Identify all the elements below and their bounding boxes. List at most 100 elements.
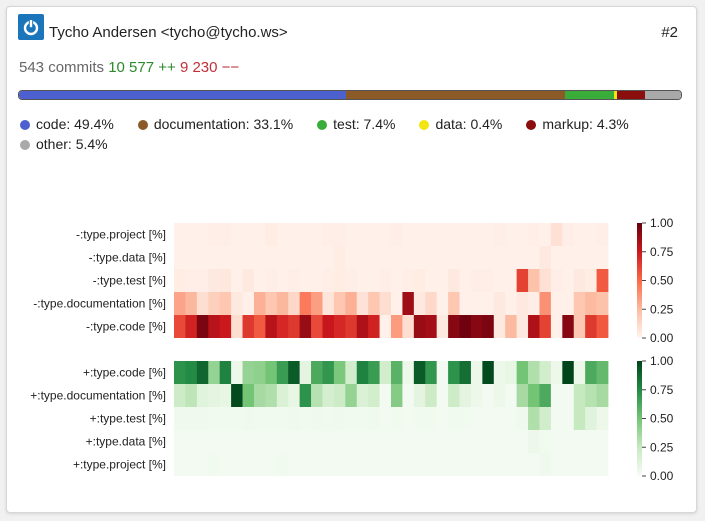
colorbar-tick-label: 0.75 bbox=[650, 383, 674, 397]
heatmap-cell bbox=[253, 246, 266, 269]
heatmap-cell bbox=[459, 223, 472, 246]
heatmap-cell bbox=[459, 292, 472, 315]
heatmap-cell bbox=[333, 407, 346, 430]
heatmap-cell bbox=[333, 246, 346, 269]
deletions-heatmap: -:type.project [%] -:type.data [%] -:type.… bbox=[33, 216, 673, 345]
heatmap-cell bbox=[356, 315, 369, 338]
heatmap-cell bbox=[596, 246, 609, 269]
heatmap-cell bbox=[550, 315, 563, 338]
heatmap-cell bbox=[333, 269, 346, 292]
colorbar-tick-label: 1.00 bbox=[650, 354, 674, 368]
commit-stats: 543 commits 10 577 ++ 9 230 −− bbox=[19, 59, 239, 76]
legend-item-other: other: 5.4% bbox=[20, 137, 108, 152]
heatmap-cell bbox=[219, 453, 232, 476]
heatmap-cell bbox=[562, 430, 575, 453]
heatmap-cell bbox=[391, 292, 403, 315]
heatmap-cell bbox=[493, 407, 506, 430]
heatmap-cell bbox=[311, 269, 323, 292]
heatmap-cell bbox=[528, 407, 540, 430]
heatmap-cell bbox=[322, 384, 335, 407]
heatmap-cell bbox=[391, 269, 403, 292]
heatmap-cell bbox=[253, 453, 266, 476]
heatmap-row-label: -:type.code [%] bbox=[86, 320, 166, 334]
heatmap-cell bbox=[174, 384, 186, 407]
heatmap-cell bbox=[528, 223, 540, 246]
heatmap-cell bbox=[402, 292, 415, 315]
heatmap-cell bbox=[448, 269, 460, 292]
heatmap-cell bbox=[516, 269, 529, 292]
heatmap-cell bbox=[379, 223, 392, 246]
heatmap-cell bbox=[196, 384, 209, 407]
heatmap-cell bbox=[196, 407, 209, 430]
heatmap-cell bbox=[288, 246, 301, 269]
heatmap-cell bbox=[288, 269, 301, 292]
heatmap-cell bbox=[505, 223, 518, 246]
heatmap-cell bbox=[573, 407, 586, 430]
heatmap-cell bbox=[242, 361, 255, 384]
heatmap-cell bbox=[253, 315, 266, 338]
heatmap-cell bbox=[539, 407, 552, 430]
heatmap-cell bbox=[208, 430, 221, 453]
heatmap-cell bbox=[436, 292, 449, 315]
heatmap-cell bbox=[288, 292, 301, 315]
heatmap-cell bbox=[345, 384, 358, 407]
heatmap-cell bbox=[482, 246, 495, 269]
heatmap-cell bbox=[299, 453, 312, 476]
heatmap-cell bbox=[402, 453, 415, 476]
heatmap-cell bbox=[413, 269, 426, 292]
heatmap-cell bbox=[253, 361, 266, 384]
heatmap-cell bbox=[528, 292, 540, 315]
colorbar-tick-label: 0.50 bbox=[650, 274, 674, 288]
heatmap-cell bbox=[573, 453, 586, 476]
heatmap-cell bbox=[196, 453, 209, 476]
legend-dot-test bbox=[317, 119, 328, 130]
heatmap-cell bbox=[185, 384, 198, 407]
heatmap-cell bbox=[311, 361, 323, 384]
heatmap-cell bbox=[219, 292, 232, 315]
heatmap-cell bbox=[185, 315, 198, 338]
heatmap-cell bbox=[493, 315, 506, 338]
heatmap-cell bbox=[322, 315, 335, 338]
author-avatar[interactable] bbox=[18, 14, 44, 40]
heatmap-cell bbox=[208, 269, 221, 292]
heatmap-cell bbox=[253, 407, 266, 430]
heatmap-cell bbox=[562, 315, 575, 338]
heatmap-cell bbox=[493, 453, 506, 476]
heatmap-cell bbox=[562, 269, 575, 292]
heatmap-cell bbox=[391, 223, 403, 246]
file-type-legend: code: 49.4% documentation: 33.1% test: 7.4… bbox=[20, 117, 680, 152]
heatmap-cell bbox=[231, 453, 243, 476]
heatmap-cell bbox=[402, 246, 415, 269]
heatmap-cell bbox=[288, 223, 301, 246]
heatmap-cell bbox=[231, 315, 243, 338]
heatmap-cell bbox=[528, 361, 540, 384]
heatmap-cell bbox=[470, 407, 483, 430]
heatmap-cell bbox=[585, 223, 597, 246]
heatmap-cell bbox=[459, 384, 472, 407]
heatmap-cell bbox=[436, 453, 449, 476]
heatmap-row-label: -:type.data [%] bbox=[89, 251, 166, 265]
heatmap-cell bbox=[585, 246, 597, 269]
heatmap-cell bbox=[265, 361, 278, 384]
heatmap-cell bbox=[436, 407, 449, 430]
colorbar-tick-label: 1.00 bbox=[650, 216, 674, 230]
heatmap-cell bbox=[402, 430, 415, 453]
deletions-colorbar: 1.00 0.75 0.50 0.25 0.00 bbox=[637, 216, 674, 345]
commit-count: 543 commits bbox=[19, 59, 105, 76]
heatmap-cell bbox=[436, 361, 449, 384]
heatmap-cell bbox=[391, 430, 403, 453]
heatmap-cell bbox=[345, 315, 358, 338]
heatmap-cell bbox=[550, 430, 563, 453]
heatmap-cell bbox=[174, 292, 186, 315]
heatmap-cell bbox=[208, 246, 221, 269]
heatmap-cell bbox=[299, 384, 312, 407]
heatmap-cell bbox=[219, 430, 232, 453]
heatmap-cell bbox=[219, 246, 232, 269]
heatmap-cell bbox=[585, 384, 597, 407]
legend-item-test: test: 7.4% bbox=[317, 117, 395, 132]
heatmap-cell bbox=[528, 430, 540, 453]
heatmap-cell bbox=[493, 292, 506, 315]
colorbar-tick-label: 0.00 bbox=[650, 331, 674, 345]
heatmap-cell bbox=[470, 269, 483, 292]
heatmap-cell bbox=[196, 223, 209, 246]
